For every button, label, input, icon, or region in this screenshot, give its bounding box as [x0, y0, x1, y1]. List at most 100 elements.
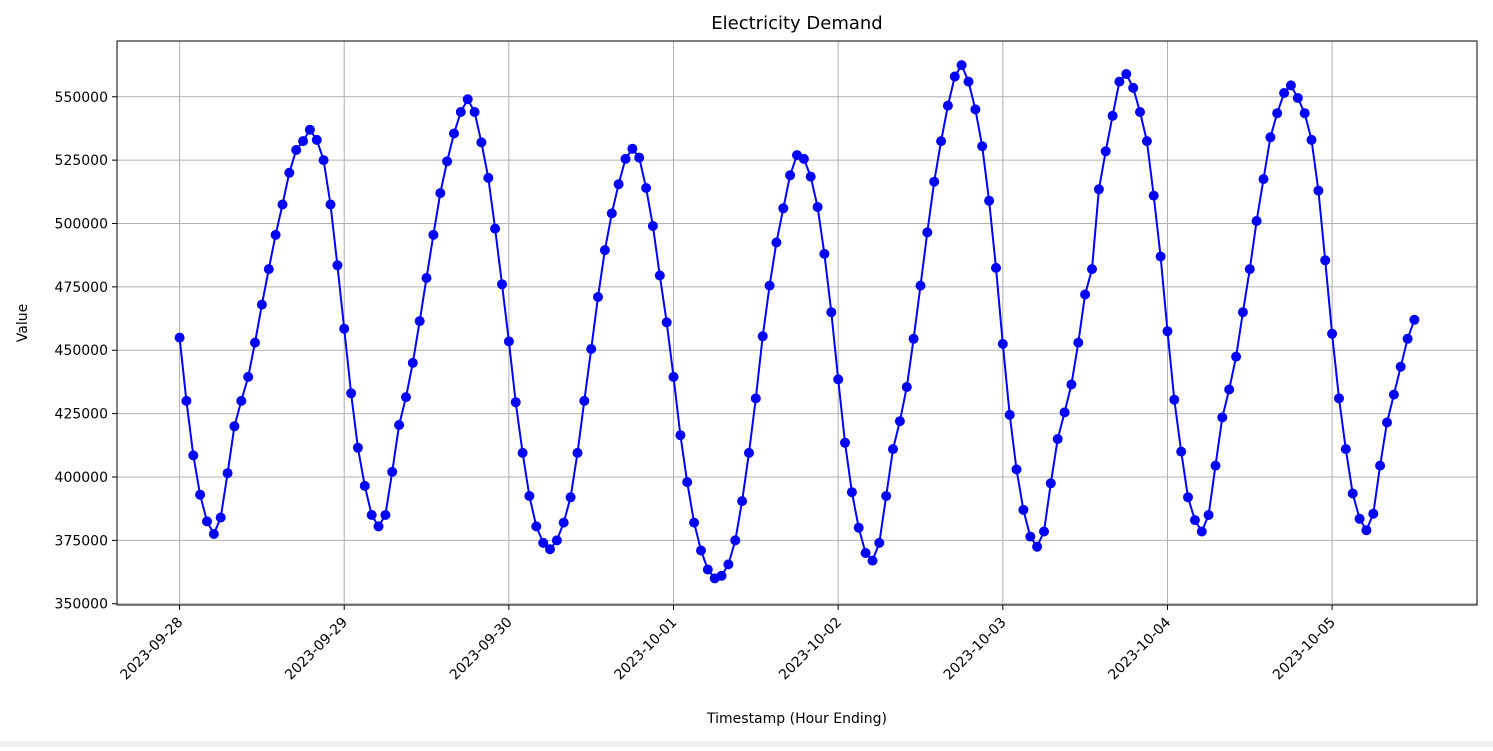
data-point [366, 510, 377, 520]
data-point [311, 134, 322, 145]
data-point [936, 136, 947, 147]
data-point [874, 537, 885, 548]
data-point [538, 537, 549, 548]
data-point [833, 374, 844, 385]
data-point [1052, 434, 1063, 444]
data-point [867, 555, 878, 566]
data-point [798, 153, 809, 164]
data-point [236, 395, 247, 406]
y-tick-label: 425000 [55, 407, 108, 423]
data-point [1306, 134, 1317, 145]
data-point [586, 344, 597, 354]
x-tick-label: 2023-09-30 [447, 615, 516, 684]
data-point [812, 202, 823, 212]
data-point [325, 199, 336, 210]
data-point [1093, 184, 1104, 195]
data-point [414, 316, 425, 327]
data-point [524, 491, 535, 501]
data-point [894, 416, 905, 427]
data-point [469, 107, 480, 117]
x-tick-label: 2023-10-04 [1105, 614, 1174, 683]
data-point [229, 421, 240, 432]
x-tick-label: 2023-09-28 [118, 615, 187, 684]
data-point [723, 559, 734, 570]
data-point [1340, 444, 1351, 455]
data-point [1176, 446, 1187, 457]
data-point [908, 333, 919, 344]
data-point [750, 393, 761, 404]
y-tick-label: 475000 [55, 280, 108, 296]
data-point [1409, 314, 1420, 325]
data-point [359, 480, 370, 491]
x-tick-label: 2023-10-03 [941, 615, 1010, 684]
data-point [1265, 132, 1276, 143]
data-point [764, 280, 775, 291]
data-point [826, 307, 837, 318]
x-axis-ticks: 2023-09-28 2023-09-29 2023-09-30 2023-10-01… [118, 605, 1339, 683]
data-point [1004, 409, 1015, 420]
data-point [881, 491, 892, 501]
data-point [668, 371, 679, 382]
data-point [188, 450, 199, 461]
data-point [853, 522, 864, 533]
series-line [178, 62, 1416, 580]
data-point [1299, 108, 1310, 119]
data-point [1073, 337, 1084, 348]
data-point [860, 548, 871, 558]
data-point [702, 564, 713, 575]
data-point [352, 442, 363, 453]
y-tick-label: 400000 [55, 470, 108, 486]
data-point [332, 260, 343, 271]
data-point [565, 492, 576, 503]
data-point [1032, 541, 1043, 552]
series-line-layer [178, 62, 1416, 580]
data-point [730, 535, 741, 546]
data-point [1045, 478, 1056, 489]
data-point [1320, 255, 1331, 266]
x-tick-label: 2023-10-02 [776, 615, 845, 684]
data-point [250, 337, 260, 348]
data-point [744, 447, 754, 458]
data-point [195, 489, 206, 500]
data-point [339, 323, 350, 334]
data-point [1189, 515, 1200, 526]
data-point [1169, 394, 1180, 405]
y-tick-label: 375000 [55, 533, 108, 549]
data-point [846, 487, 857, 498]
data-point [572, 447, 583, 458]
data-point [1217, 412, 1228, 423]
data-point [1395, 361, 1406, 372]
data-point [1251, 216, 1262, 226]
data-point [1231, 351, 1242, 362]
data-point [476, 137, 487, 148]
data-point [1128, 82, 1139, 93]
data-point [346, 388, 357, 399]
data-point [593, 292, 603, 302]
data-point [1258, 174, 1269, 185]
data-point [215, 512, 226, 523]
data-point [1025, 531, 1036, 542]
data-point [387, 466, 398, 477]
data-point [840, 437, 850, 448]
data-point [442, 156, 453, 167]
data-point [1354, 513, 1365, 524]
data-point [1292, 93, 1303, 103]
data-point [263, 264, 274, 275]
data-point [641, 183, 652, 193]
data-point [1107, 110, 1118, 121]
grid-layer [117, 41, 1477, 605]
data-point [599, 245, 610, 256]
x-tick-label: 2023-09-29 [282, 615, 351, 684]
data-point [696, 545, 706, 556]
data-point [785, 170, 796, 181]
data-point [1279, 88, 1290, 98]
data-point [620, 153, 631, 164]
data-point [984, 195, 995, 206]
data-point [208, 529, 219, 539]
data-point [284, 167, 295, 178]
data-point [503, 336, 514, 347]
data-point [737, 496, 748, 507]
y-tick-label: 350000 [55, 597, 108, 613]
data-point [1183, 492, 1193, 503]
